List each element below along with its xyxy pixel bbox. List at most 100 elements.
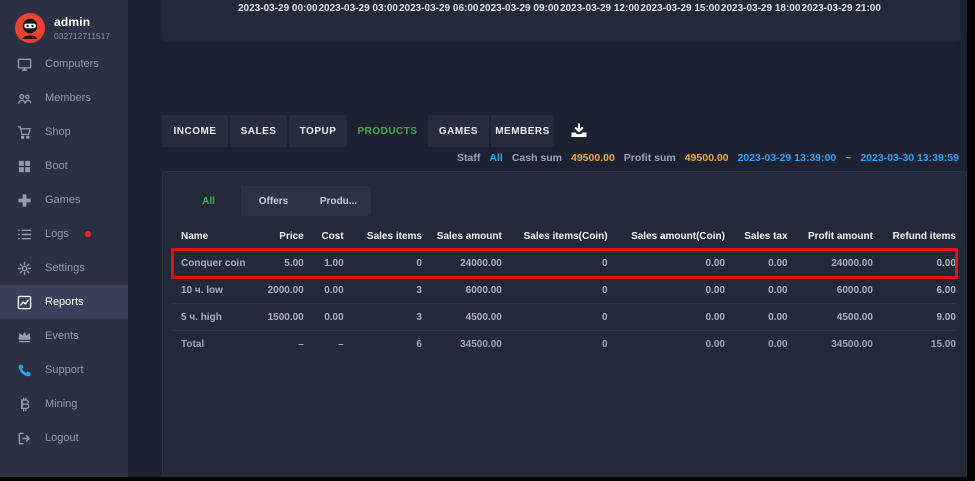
x-axis-label: 2023-03-29 09:00: [479, 3, 559, 14]
user-profile[interactable]: admin 032712711517: [0, 0, 128, 45]
x-axis-label: 2023-03-29 15:00: [640, 3, 720, 14]
tab-games[interactable]: GAMES: [428, 115, 489, 147]
staff-filter[interactable]: All: [489, 152, 503, 164]
x-axis-label: 2023-03-29 18:00: [720, 3, 801, 14]
subtab-all[interactable]: All: [176, 186, 241, 216]
cash-sum-label: Cash sum: [511, 152, 562, 164]
date-to[interactable]: 2023-03-30 13:39:59: [860, 152, 959, 164]
cell-sales-amount: 6000.00: [465, 284, 502, 296]
sidebar-item-label: Members: [45, 92, 91, 104]
table-row-conquer-coin[interactable]: Conquer coin 5.00 1.00 0 24000.00 0 0.00…: [171, 248, 958, 279]
date-from[interactable]: 2023-03-29 13:39:00: [737, 152, 837, 164]
cell-sales-amount-coin: 0.00: [705, 257, 725, 269]
col-header: Sales tax: [744, 231, 788, 242]
sidebar-item-label: Logs: [45, 228, 69, 240]
cell-sales-amount-coin: 0.00: [705, 338, 725, 350]
profit-sum-label: Profit sum: [623, 152, 676, 164]
notification-dot: [84, 231, 91, 237]
bitcoin-icon: [17, 397, 32, 412]
sidebar-item-shop[interactable]: Shop: [0, 115, 128, 149]
cell-sales-amount: 24000.00: [460, 257, 502, 269]
tab-products[interactable]: PRODUCTS: [349, 115, 426, 147]
gear-icon: [17, 261, 32, 276]
cell-name: Conquer coin: [181, 257, 246, 269]
summary-bar: Staff All Cash sum 49500.00 Profit sum 4…: [162, 149, 967, 167]
sidebar-item-label: Settings: [45, 262, 85, 274]
members-icon: [17, 91, 32, 106]
sidebar-item-reports[interactable]: Reports: [0, 285, 128, 319]
cell-sales-items-coin: 0: [601, 338, 608, 350]
x-axis-label: 2023-03-29 00:00: [238, 3, 318, 14]
col-header: Refund items: [892, 231, 956, 242]
user-id: 032712711517: [54, 31, 111, 41]
cell-name: 5 ч. high: [181, 311, 222, 323]
col-header: Sales amount(Coin): [631, 231, 725, 242]
sidebar-item-settings[interactable]: Settings: [0, 251, 128, 285]
products-panel: All Offers Produ... Name Price Cost Sale…: [162, 171, 967, 477]
tab-members[interactable]: MEMBERS: [491, 115, 554, 147]
cell-sales-items-coin: 0: [601, 284, 608, 296]
logout-icon: [17, 431, 32, 446]
x-axis-label: 2023-03-29 12:00: [559, 3, 640, 14]
cell-profit-amount: 24000.00: [831, 257, 873, 269]
cell-profit-amount: 6000.00: [836, 284, 873, 296]
subtab-products[interactable]: Produ...: [319, 195, 358, 207]
sidebar-item-logs[interactable]: Logs: [0, 217, 128, 251]
sidebar: admin 032712711517 Computers Members: [0, 0, 128, 477]
phone-icon: [17, 363, 32, 378]
sidebar-item-boot[interactable]: Boot: [0, 149, 128, 183]
cell-price: 1500.00: [267, 311, 304, 323]
user-name: admin: [54, 15, 91, 29]
download-icon[interactable]: [570, 123, 588, 139]
col-header: Sales items(Coin): [523, 231, 608, 242]
sidebar-item-label: Mining: [45, 398, 78, 410]
cell-sales-items-coin: 0: [601, 257, 608, 269]
profit-sum-value: 49500.00: [684, 152, 729, 164]
col-header: Name: [181, 231, 209, 242]
sidebar-item-support[interactable]: Support: [0, 353, 128, 387]
sidebar-item-events[interactable]: Events: [0, 319, 128, 353]
chart-icon: [17, 295, 32, 310]
x-axis-label: 2023-03-29 06:00: [398, 3, 479, 14]
table-row-total: Total – – 6 34500.00 0 0.00 0.00 34500.0…: [173, 331, 956, 357]
cell-sales-items-coin: 0: [601, 311, 608, 323]
cell-sales-amount: 34500.00: [460, 338, 502, 350]
avatar: [15, 13, 45, 43]
table-row-10h-low[interactable]: 10 ч. low 2000.00 0.00 3 6000.00 0 0.00 …: [173, 277, 956, 304]
cart-icon: [17, 125, 32, 140]
cell-cost: –: [338, 338, 344, 350]
cell-refund-items: 9.00: [936, 311, 956, 323]
sidebar-item-label: Logout: [45, 432, 79, 444]
sidebar-item-computers[interactable]: Computers: [0, 47, 128, 81]
report-tabs: INCOME SALES TOPUP PRODUCTS GAMES MEMBER…: [162, 115, 967, 147]
subtab-offers[interactable]: Offers: [258, 195, 289, 207]
tab-income[interactable]: INCOME: [162, 115, 228, 147]
cell-sales-items: 6: [416, 338, 422, 350]
table-row-5h-high[interactable]: 5 ч. high 1500.00 0.00 3 4500.00 0 0.00 …: [173, 304, 956, 331]
date-range-separator: ~: [845, 152, 852, 164]
col-header: Cost: [321, 231, 344, 242]
sidebar-item-mining[interactable]: Mining: [0, 387, 128, 421]
cell-profit-amount: 4500.00: [836, 311, 873, 323]
cell-sales-items: 3: [416, 311, 422, 323]
sidebar-item-label: Shop: [45, 126, 71, 138]
cell-price: 5.00: [284, 257, 304, 269]
tab-topup[interactable]: TOPUP: [289, 115, 347, 147]
gamepad-icon: [17, 193, 32, 208]
sidebar-item-members[interactable]: Members: [0, 81, 128, 115]
cell-sales-tax: 0.00: [768, 338, 788, 350]
sidebar-item-games[interactable]: Games: [0, 183, 128, 217]
col-header: Price: [279, 231, 304, 242]
cell-cost: 1.00: [324, 257, 344, 269]
sidebar-item-logout[interactable]: Logout: [0, 421, 128, 455]
chart-x-axis: 2023-03-29 00:00 2023-03-29 03:00 2023-0…: [162, 0, 961, 14]
cell-sales-tax: 0.00: [768, 284, 788, 296]
sidebar-item-label: Reports: [45, 296, 84, 308]
cell-refund-items: 6.00: [936, 284, 956, 296]
sidebar-nav: Computers Members Shop Boot: [0, 47, 128, 455]
cell-profit-amount: 34500.00: [831, 338, 873, 350]
sidebar-item-label: Boot: [45, 160, 68, 172]
tab-sales[interactable]: SALES: [230, 115, 287, 147]
cell-cost: 0.00: [324, 311, 344, 323]
